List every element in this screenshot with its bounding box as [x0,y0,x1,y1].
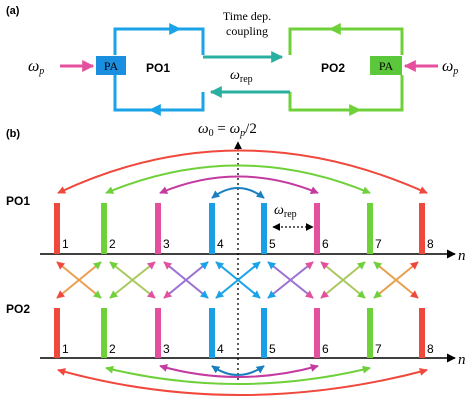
po1-mode-bar-8 [419,203,425,254]
po1-mode-bar-5 [261,203,267,254]
po2-mode-bars: 1 2 3 4 5 6 7 8 [54,308,434,358]
po2-mode-bar-8 [419,308,425,358]
po2-mode-number-8: 8 [427,342,434,356]
po2-mode-number-3: 3 [163,342,170,356]
po1-mode-number-3: 3 [163,237,170,251]
center-frequency-label: ω0 = ωp/2 [198,121,257,139]
panel-a-label: (a) [6,5,20,17]
omega-rep-label-b: ωrep [274,203,297,220]
po1-mode-number-1: 1 [62,237,69,251]
po1-mode-number-7: 7 [375,237,382,251]
po2-label: PO2 [321,61,345,75]
po1-mode-bar-3 [155,203,161,254]
po1-mode-number-6: 6 [322,237,329,251]
po2-mode-bar-1 [54,308,60,358]
po2-axis-label: n [458,352,466,368]
po1-mode-number-5: 5 [269,237,276,251]
po1-mode-number-4: 4 [217,237,224,251]
po1-mode-number-8: 8 [427,237,434,251]
po1-mode-number-2: 2 [109,237,116,251]
pa1-label: PA [104,59,119,73]
omega-p-left: ωp [28,58,44,77]
po2-mode-bar-7 [367,308,373,358]
po2-mode-number-4: 4 [217,342,224,356]
coupling-label-line2: coupling [226,24,268,38]
po1-mode-bar-6 [314,203,320,254]
po2-mode-number-6: 6 [322,342,329,356]
panel-b-label: (b) [6,128,20,140]
po2-mode-number-5: 5 [269,342,276,356]
cross-couplings [56,261,419,299]
po2-mode-bar-4 [209,308,215,358]
omega-rep-label-a: ωrep [230,68,253,85]
pa2-label: PA [379,59,394,73]
po1-axis-label: n [458,248,466,264]
po2-mode-bar-6 [314,308,320,358]
po2-mode-bar-3 [155,308,161,358]
po1-mode-bar-4 [209,203,215,254]
po1-label: PO1 [146,61,170,75]
po2-mode-number-1: 1 [62,342,69,356]
po1-mode-bar-1 [54,203,60,254]
po1-label-b: PO1 [6,194,30,208]
pa1-box [96,56,126,75]
po1-mode-bar-2 [101,203,107,254]
po1-mode-bars: 1 2 3 4 5 6 7 8 [54,203,434,254]
po1-mode-bar-7 [367,203,373,254]
po2-mode-bar-2 [101,308,107,358]
top-coupling-arcs [57,149,428,199]
bottom-coupling-arcs [57,364,428,396]
po2-mode-number-2: 2 [109,342,116,356]
po2-mode-bar-5 [261,308,267,358]
coupling-label-line1: Time dep. [223,9,271,23]
omega-p-right: ωp [442,58,458,77]
po2-mode-number-7: 7 [375,342,382,356]
po2-label-b: PO2 [6,302,30,316]
pa2-box [370,56,402,75]
